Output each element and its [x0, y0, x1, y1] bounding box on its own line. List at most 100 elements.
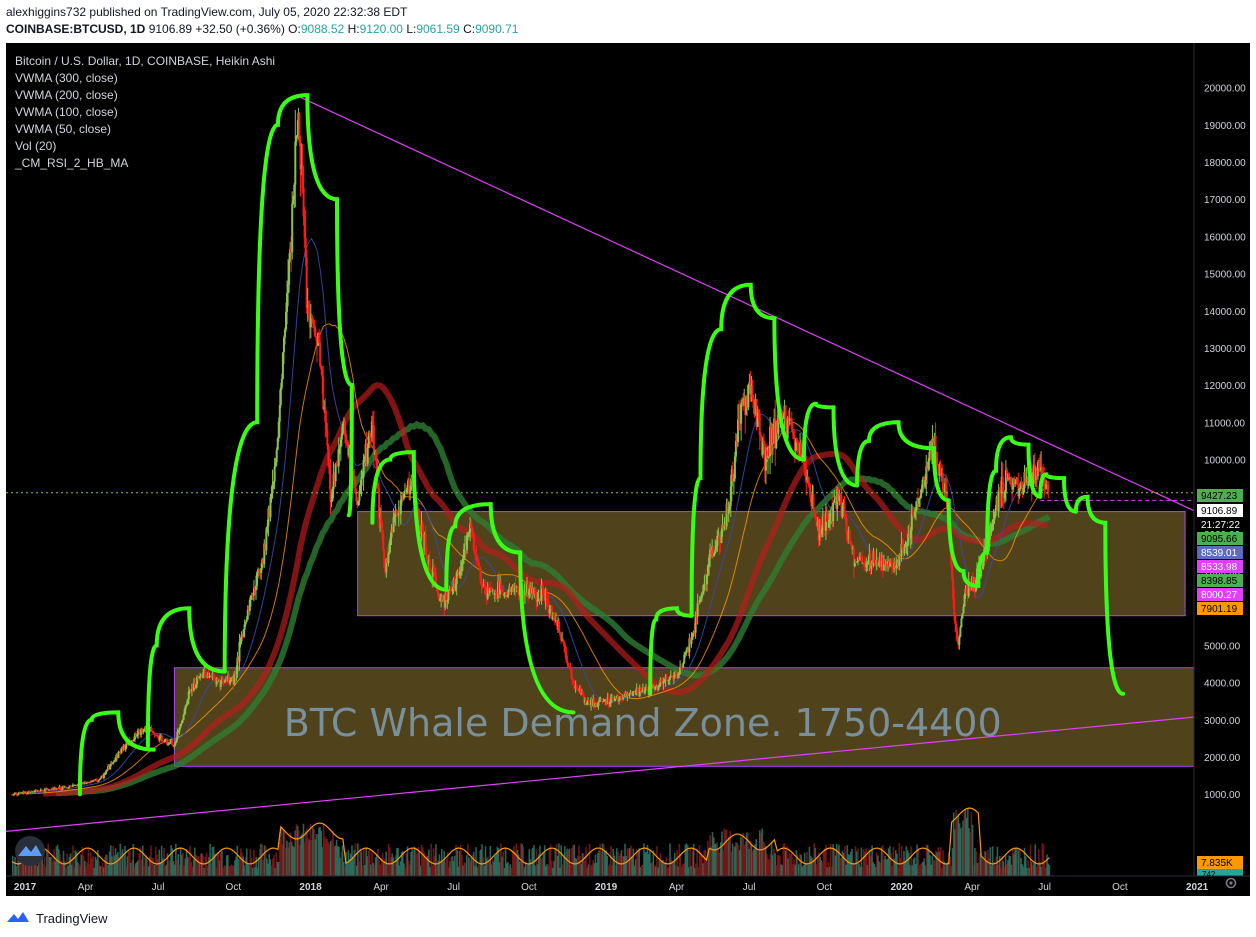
volume-bar [39, 856, 41, 876]
candle-body [540, 584, 543, 601]
candle-body [467, 534, 470, 536]
candle-body [418, 512, 421, 525]
volume-bar [339, 857, 341, 876]
volume-bar [686, 845, 689, 876]
candle-body [877, 564, 880, 567]
volume-bar [121, 849, 124, 876]
candle-body [445, 594, 448, 601]
volume-bar [53, 849, 55, 876]
price-scale-tag-label: 21:27:22 [1201, 520, 1240, 531]
volume-bar [344, 866, 346, 876]
volume-bar [764, 846, 767, 876]
candle-body [509, 586, 512, 593]
gear-icon[interactable] [1224, 876, 1238, 890]
volume-bar [352, 858, 354, 876]
legend-indicator[interactable]: VWMA (50, close) [15, 122, 112, 136]
candle-body [644, 687, 647, 690]
candle-body [995, 496, 998, 509]
candle-body [771, 428, 774, 446]
candle-body [558, 621, 561, 632]
price-axis-tick-label: 10000.00 [1204, 456, 1246, 467]
time-axis-tick-label: Apr [964, 882, 980, 893]
volume-bar [315, 834, 318, 876]
candle-body [735, 441, 738, 443]
footer-brand[interactable]: TradingView [36, 910, 108, 926]
volume-bar [750, 843, 753, 876]
volume-bar [506, 863, 508, 876]
chart-area[interactable]: Bitcoin / U.S. Dollar, 1D, COINBASE, Hei… [6, 43, 1250, 896]
volume-bar [998, 856, 1001, 876]
candle-body [263, 543, 266, 564]
candle-body [271, 484, 274, 494]
candle-body [285, 311, 288, 330]
volume-bar [58, 849, 60, 876]
volume-bar [565, 852, 567, 876]
candle-body [207, 674, 210, 678]
candle-body [327, 446, 330, 467]
candle-body [700, 594, 703, 599]
candle-body [1040, 467, 1043, 471]
candle-body [122, 745, 125, 749]
candle-body [166, 738, 169, 745]
volume-bar [1033, 862, 1035, 876]
candle-body [869, 553, 872, 570]
candle-body [216, 678, 219, 682]
time-axis-tick-label: 2018 [299, 882, 322, 893]
candle-body [813, 511, 816, 514]
volume-bar [866, 864, 869, 876]
volume-bar [461, 854, 463, 876]
candle-body [208, 676, 211, 678]
volume-bar [907, 853, 910, 876]
legend-indicator[interactable]: VWMA (200, close) [15, 88, 118, 102]
legend-indicator[interactable]: Vol (20) [15, 139, 57, 153]
candle-body [15, 792, 18, 794]
candle-body [755, 399, 758, 427]
volume-bar [790, 851, 793, 876]
volume-bar [322, 823, 325, 876]
candle-body [786, 418, 789, 439]
volume-bar [86, 862, 88, 876]
volume-bar [872, 862, 875, 876]
candle-body [420, 525, 423, 535]
volume-bar [887, 848, 890, 876]
volume-bar [971, 824, 974, 876]
volume-bar [929, 855, 931, 876]
legend-indicator[interactable]: VWMA (100, close) [15, 105, 118, 119]
volume-bar [533, 845, 535, 876]
candle-body [692, 631, 695, 636]
volume-bar [235, 856, 237, 876]
candle-body [653, 687, 656, 690]
volume-bar [706, 840, 709, 876]
volume-bar [580, 863, 583, 876]
candle-body [124, 745, 127, 750]
candle-body [617, 695, 620, 702]
candle-body [943, 483, 946, 493]
volume-bar [932, 860, 935, 876]
volume-bar [242, 856, 245, 876]
chart-canvas[interactable]: BTC Whale Demand Zone. 1750-44001000.002… [6, 43, 1250, 896]
candle-body [58, 786, 61, 789]
volume-bar [519, 861, 521, 876]
candle-body [150, 728, 153, 731]
candle-body [53, 787, 56, 791]
volume-bar [965, 817, 968, 876]
candle-body [960, 618, 963, 628]
volume-bar [956, 817, 958, 876]
volume-bar [569, 864, 572, 876]
tradingview-logo-icon[interactable] [6, 910, 30, 926]
candle-body [853, 561, 856, 567]
candle-body [153, 732, 156, 735]
candle-body [61, 786, 64, 790]
candle-body [963, 594, 966, 607]
candle-body [360, 477, 363, 486]
legend-indicator[interactable]: _CM_RSI_2_HB_MA [15, 156, 129, 170]
volume-bar [68, 856, 71, 876]
candle-body [1047, 484, 1050, 492]
volume-bar [748, 848, 750, 876]
candle-body [293, 184, 296, 200]
volume-bar [664, 864, 667, 876]
candle-body [471, 528, 474, 538]
candle-body [91, 780, 94, 782]
volume-bar [768, 859, 771, 876]
legend-indicator[interactable]: VWMA (300, close) [15, 71, 118, 85]
